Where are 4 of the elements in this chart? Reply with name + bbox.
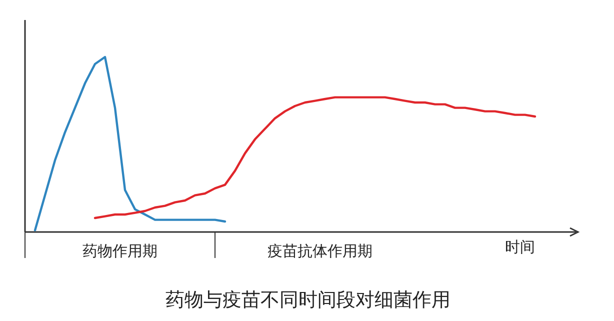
xlabel: 时间 xyxy=(505,238,535,256)
annotation: 药物作用期 xyxy=(82,242,158,260)
title: 药物与疫苗不同时间段对细菌作用 xyxy=(166,289,450,311)
annotation: 疫苗抗体作用期 xyxy=(268,242,372,260)
